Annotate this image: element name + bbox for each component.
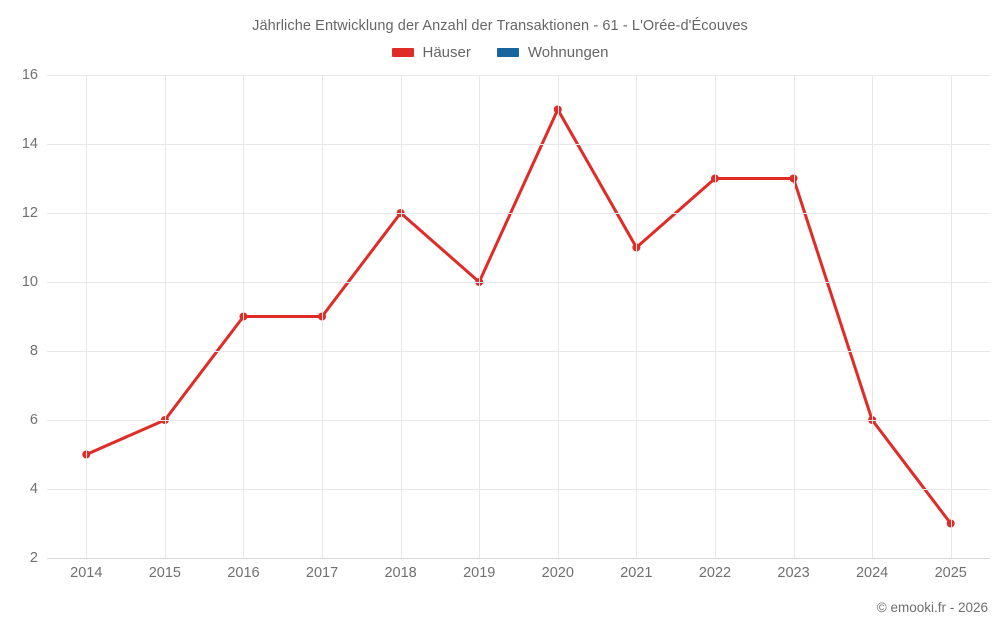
legend-swatch-icon-wohnungen — [496, 48, 519, 57]
y-axis-tick-label: 10 — [21, 274, 38, 290]
gridline-vertical — [793, 75, 795, 558]
gridline-horizontal — [47, 144, 990, 145]
gridline-vertical — [164, 75, 166, 558]
gridline-vertical — [322, 75, 324, 558]
gridline-horizontal — [47, 489, 990, 490]
y-axis-tick-label: 2 — [29, 550, 38, 566]
x-axis-tick-label: 2025 — [934, 565, 967, 581]
legend-item-wohnungen[interactable]: Wohnungen — [496, 44, 609, 61]
gridline-vertical — [714, 75, 716, 558]
legend-item-hauser[interactable]: Häuser — [391, 44, 471, 61]
x-axis-tick-label: 2019 — [463, 565, 496, 581]
y-axis-tick-label: 6 — [29, 412, 38, 428]
gridline-horizontal — [47, 420, 990, 421]
gridline-vertical — [479, 75, 481, 558]
series-line-häuser — [84, 108, 953, 525]
gridline-vertical — [872, 75, 874, 558]
x-axis-tick-label: 2021 — [620, 565, 653, 581]
x-axis-tick-label: 2023 — [777, 565, 810, 581]
x-axis-tick-label: 2020 — [541, 565, 574, 581]
x-axis-tick-label: 2024 — [855, 565, 889, 581]
chart-legend: Häuser Wohnungen — [0, 44, 1000, 61]
legend-label-hauser: Häuser — [422, 44, 471, 61]
legend-label-wohnungen: Wohnungen — [527, 44, 609, 61]
x-axis-tick-label: 2016 — [227, 565, 260, 581]
series-layer — [82, 105, 955, 528]
y-axis-tick-label: 12 — [21, 205, 38, 221]
gridline-horizontal — [47, 213, 990, 214]
y-axis-tick-label: 14 — [21, 136, 38, 152]
gridline-vertical — [636, 75, 638, 558]
gridline-horizontal — [47, 282, 990, 283]
x-axis-tick-label: 2014 — [70, 565, 103, 581]
chart-title: Jährliche Entwicklung der Anzahl der Tra… — [252, 18, 748, 34]
footer-credit: © emooki.fr - 2026 — [876, 600, 988, 615]
legend-swatch-icon-hauser — [391, 48, 414, 57]
gridline-horizontal — [47, 351, 990, 352]
gridline-vertical — [400, 75, 402, 558]
x-axis-line — [47, 558, 990, 559]
x-axis-tick-label: 2018 — [384, 565, 417, 581]
y-axis-tick-label: 8 — [29, 343, 38, 359]
y-axis-labels: 2 4 6 8 10 12 14 16 — [0, 67, 38, 566]
y-axis-tick-label: 16 — [21, 67, 38, 83]
gridline-vertical — [557, 75, 559, 558]
y-axis-tick-label: 4 — [29, 481, 38, 497]
gridline-vertical — [243, 75, 245, 558]
x-axis-tick-label: 2015 — [148, 565, 182, 581]
gridline-horizontal — [47, 75, 990, 76]
plot-area — [47, 75, 990, 559]
gridline-vertical — [86, 75, 88, 558]
x-axis-tick-label: 2022 — [698, 565, 732, 581]
x-axis-tick-label: 2017 — [305, 565, 339, 581]
x-axis-labels: 2014 2015 2016 2017 2018 2019 2020 2021 2022 2023… — [47, 565, 990, 589]
gridline-vertical — [950, 75, 952, 558]
